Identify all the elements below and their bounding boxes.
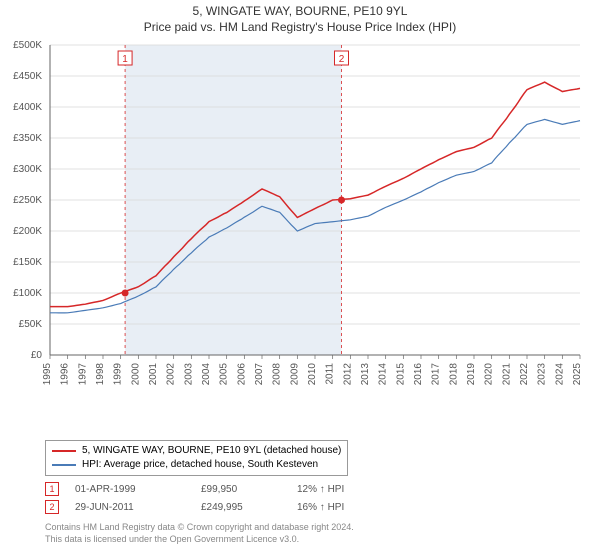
svg-text:2003: 2003	[183, 363, 194, 386]
marker-number-box: 2	[45, 500, 59, 514]
svg-text:2005: 2005	[219, 363, 230, 386]
marker-price: £249,995	[201, 502, 281, 513]
svg-text:1999: 1999	[113, 363, 124, 386]
svg-text:2022: 2022	[519, 363, 530, 386]
svg-text:2007: 2007	[254, 363, 265, 386]
svg-text:2019: 2019	[466, 363, 477, 386]
price-chart: £0£50K£100K£150K£200K£250K£300K£350K£400…	[45, 40, 585, 400]
svg-text:2011: 2011	[325, 363, 336, 385]
svg-text:2000: 2000	[130, 363, 141, 386]
legend-label: 5, WINGATE WAY, BOURNE, PE10 9YL (detach…	[82, 444, 341, 458]
legend-item: HPI: Average price, detached house, Sout…	[52, 458, 341, 472]
svg-text:2023: 2023	[537, 363, 548, 386]
footer-attribution: Contains HM Land Registry data © Crown c…	[45, 522, 354, 545]
marker-number-box: 1	[45, 482, 59, 496]
svg-text:£250K: £250K	[13, 195, 42, 206]
legend-swatch	[52, 464, 76, 466]
svg-text:£500K: £500K	[13, 40, 42, 51]
chart-subtitle: Price paid vs. HM Land Registry's House …	[0, 18, 600, 34]
svg-text:2015: 2015	[395, 363, 406, 386]
svg-text:2025: 2025	[572, 363, 583, 386]
marker-table: 1 01-APR-1999 £99,950 12% ↑ HPI 2 29-JUN-2011…	[45, 482, 344, 518]
marker-row: 1 01-APR-1999 £99,950 12% ↑ HPI	[45, 482, 344, 496]
svg-text:£0: £0	[31, 350, 43, 361]
svg-text:2021: 2021	[501, 363, 512, 386]
svg-text:2017: 2017	[431, 363, 442, 386]
svg-text:2018: 2018	[448, 363, 459, 386]
legend-swatch	[52, 450, 76, 452]
svg-text:£300K: £300K	[13, 164, 42, 175]
svg-text:2009: 2009	[289, 363, 300, 386]
legend-label: HPI: Average price, detached house, Sout…	[82, 458, 318, 472]
svg-text:1995: 1995	[42, 363, 53, 386]
marker-date: 01-APR-1999	[75, 484, 185, 495]
marker-date: 29-JUN-2011	[75, 502, 185, 513]
svg-text:£400K: £400K	[13, 102, 42, 113]
svg-text:2010: 2010	[307, 363, 318, 386]
svg-text:2004: 2004	[201, 363, 212, 386]
svg-text:2014: 2014	[378, 363, 389, 386]
marker-pct: 16% ↑ HPI	[297, 502, 344, 513]
svg-text:2002: 2002	[166, 363, 177, 386]
svg-text:2008: 2008	[272, 363, 283, 386]
svg-text:£350K: £350K	[13, 133, 42, 144]
svg-text:£50K: £50K	[19, 319, 43, 330]
legend-item: 5, WINGATE WAY, BOURNE, PE10 9YL (detach…	[52, 444, 341, 458]
svg-text:1: 1	[122, 54, 128, 65]
chart-title: 5, WINGATE WAY, BOURNE, PE10 9YL	[0, 0, 600, 18]
svg-text:£150K: £150K	[13, 257, 42, 268]
marker-pct: 12% ↑ HPI	[297, 484, 344, 495]
svg-text:2020: 2020	[484, 363, 495, 386]
svg-text:1997: 1997	[77, 363, 88, 386]
svg-text:£450K: £450K	[13, 71, 42, 82]
footer-line: This data is licensed under the Open Gov…	[45, 534, 354, 546]
chart-legend: 5, WINGATE WAY, BOURNE, PE10 9YL (detach…	[45, 440, 348, 476]
svg-text:2006: 2006	[236, 363, 247, 386]
svg-text:2013: 2013	[360, 363, 371, 386]
svg-text:2012: 2012	[342, 363, 353, 386]
footer-line: Contains HM Land Registry data © Crown c…	[45, 522, 354, 534]
svg-text:2024: 2024	[554, 363, 565, 386]
svg-text:2001: 2001	[148, 363, 159, 386]
svg-text:2016: 2016	[413, 363, 424, 386]
svg-text:£100K: £100K	[13, 288, 42, 299]
svg-text:1998: 1998	[95, 363, 106, 386]
svg-text:£200K: £200K	[13, 226, 42, 237]
svg-text:2: 2	[339, 54, 345, 65]
marker-row: 2 29-JUN-2011 £249,995 16% ↑ HPI	[45, 500, 344, 514]
svg-text:1996: 1996	[60, 363, 71, 386]
marker-price: £99,950	[201, 484, 281, 495]
